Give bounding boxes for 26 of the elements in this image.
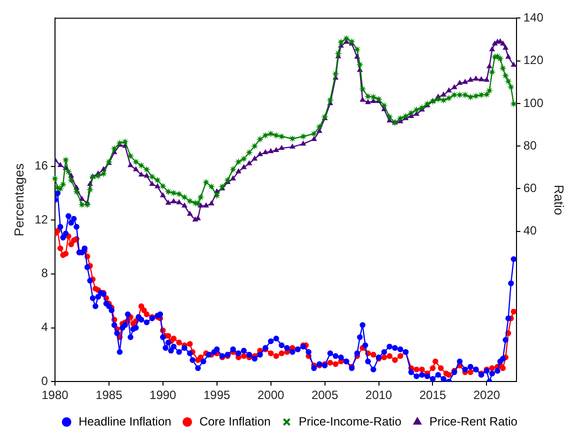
x-tick-label: 1995 — [204, 388, 231, 402]
y2-tick-label: 140 — [523, 10, 544, 25]
x-tick-label: 2005 — [311, 388, 338, 402]
y2-tick-label: 40 — [523, 224, 538, 238]
y2-tick-label: 100 — [523, 96, 544, 110]
y-tick-label: 0 — [41, 374, 48, 388]
x-tick-label: 2010 — [365, 388, 392, 402]
y-tick-label: 12 — [34, 212, 48, 226]
y-tick-label: 4 — [41, 320, 48, 334]
legend-label: Headline Inflation — [78, 414, 172, 428]
x-tick-label: 1985 — [96, 388, 123, 402]
legend-label: Core Inflation — [199, 414, 271, 428]
y2-tick-label: 60 — [523, 181, 538, 196]
x-tick-label: 2020 — [473, 388, 500, 402]
y-tick-label: 8 — [41, 266, 48, 280]
x-tick-label: 2000 — [257, 388, 284, 402]
legend-label: Price-Rent Ratio — [429, 414, 518, 428]
y2-axis-title: Ratio — [552, 184, 567, 216]
y-tick-label: 16 — [34, 158, 48, 173]
y2-tick-label: 120 — [523, 53, 544, 68]
legend-label: Price-Income-Ratio — [298, 414, 402, 428]
x-tick-label: 1980 — [42, 388, 69, 402]
x-tick-label: 1990 — [150, 388, 177, 402]
y2-tick-label: 80 — [523, 138, 538, 152]
y-axis-title: Percentages — [11, 162, 26, 236]
x-tick-label: 2015 — [419, 388, 446, 402]
